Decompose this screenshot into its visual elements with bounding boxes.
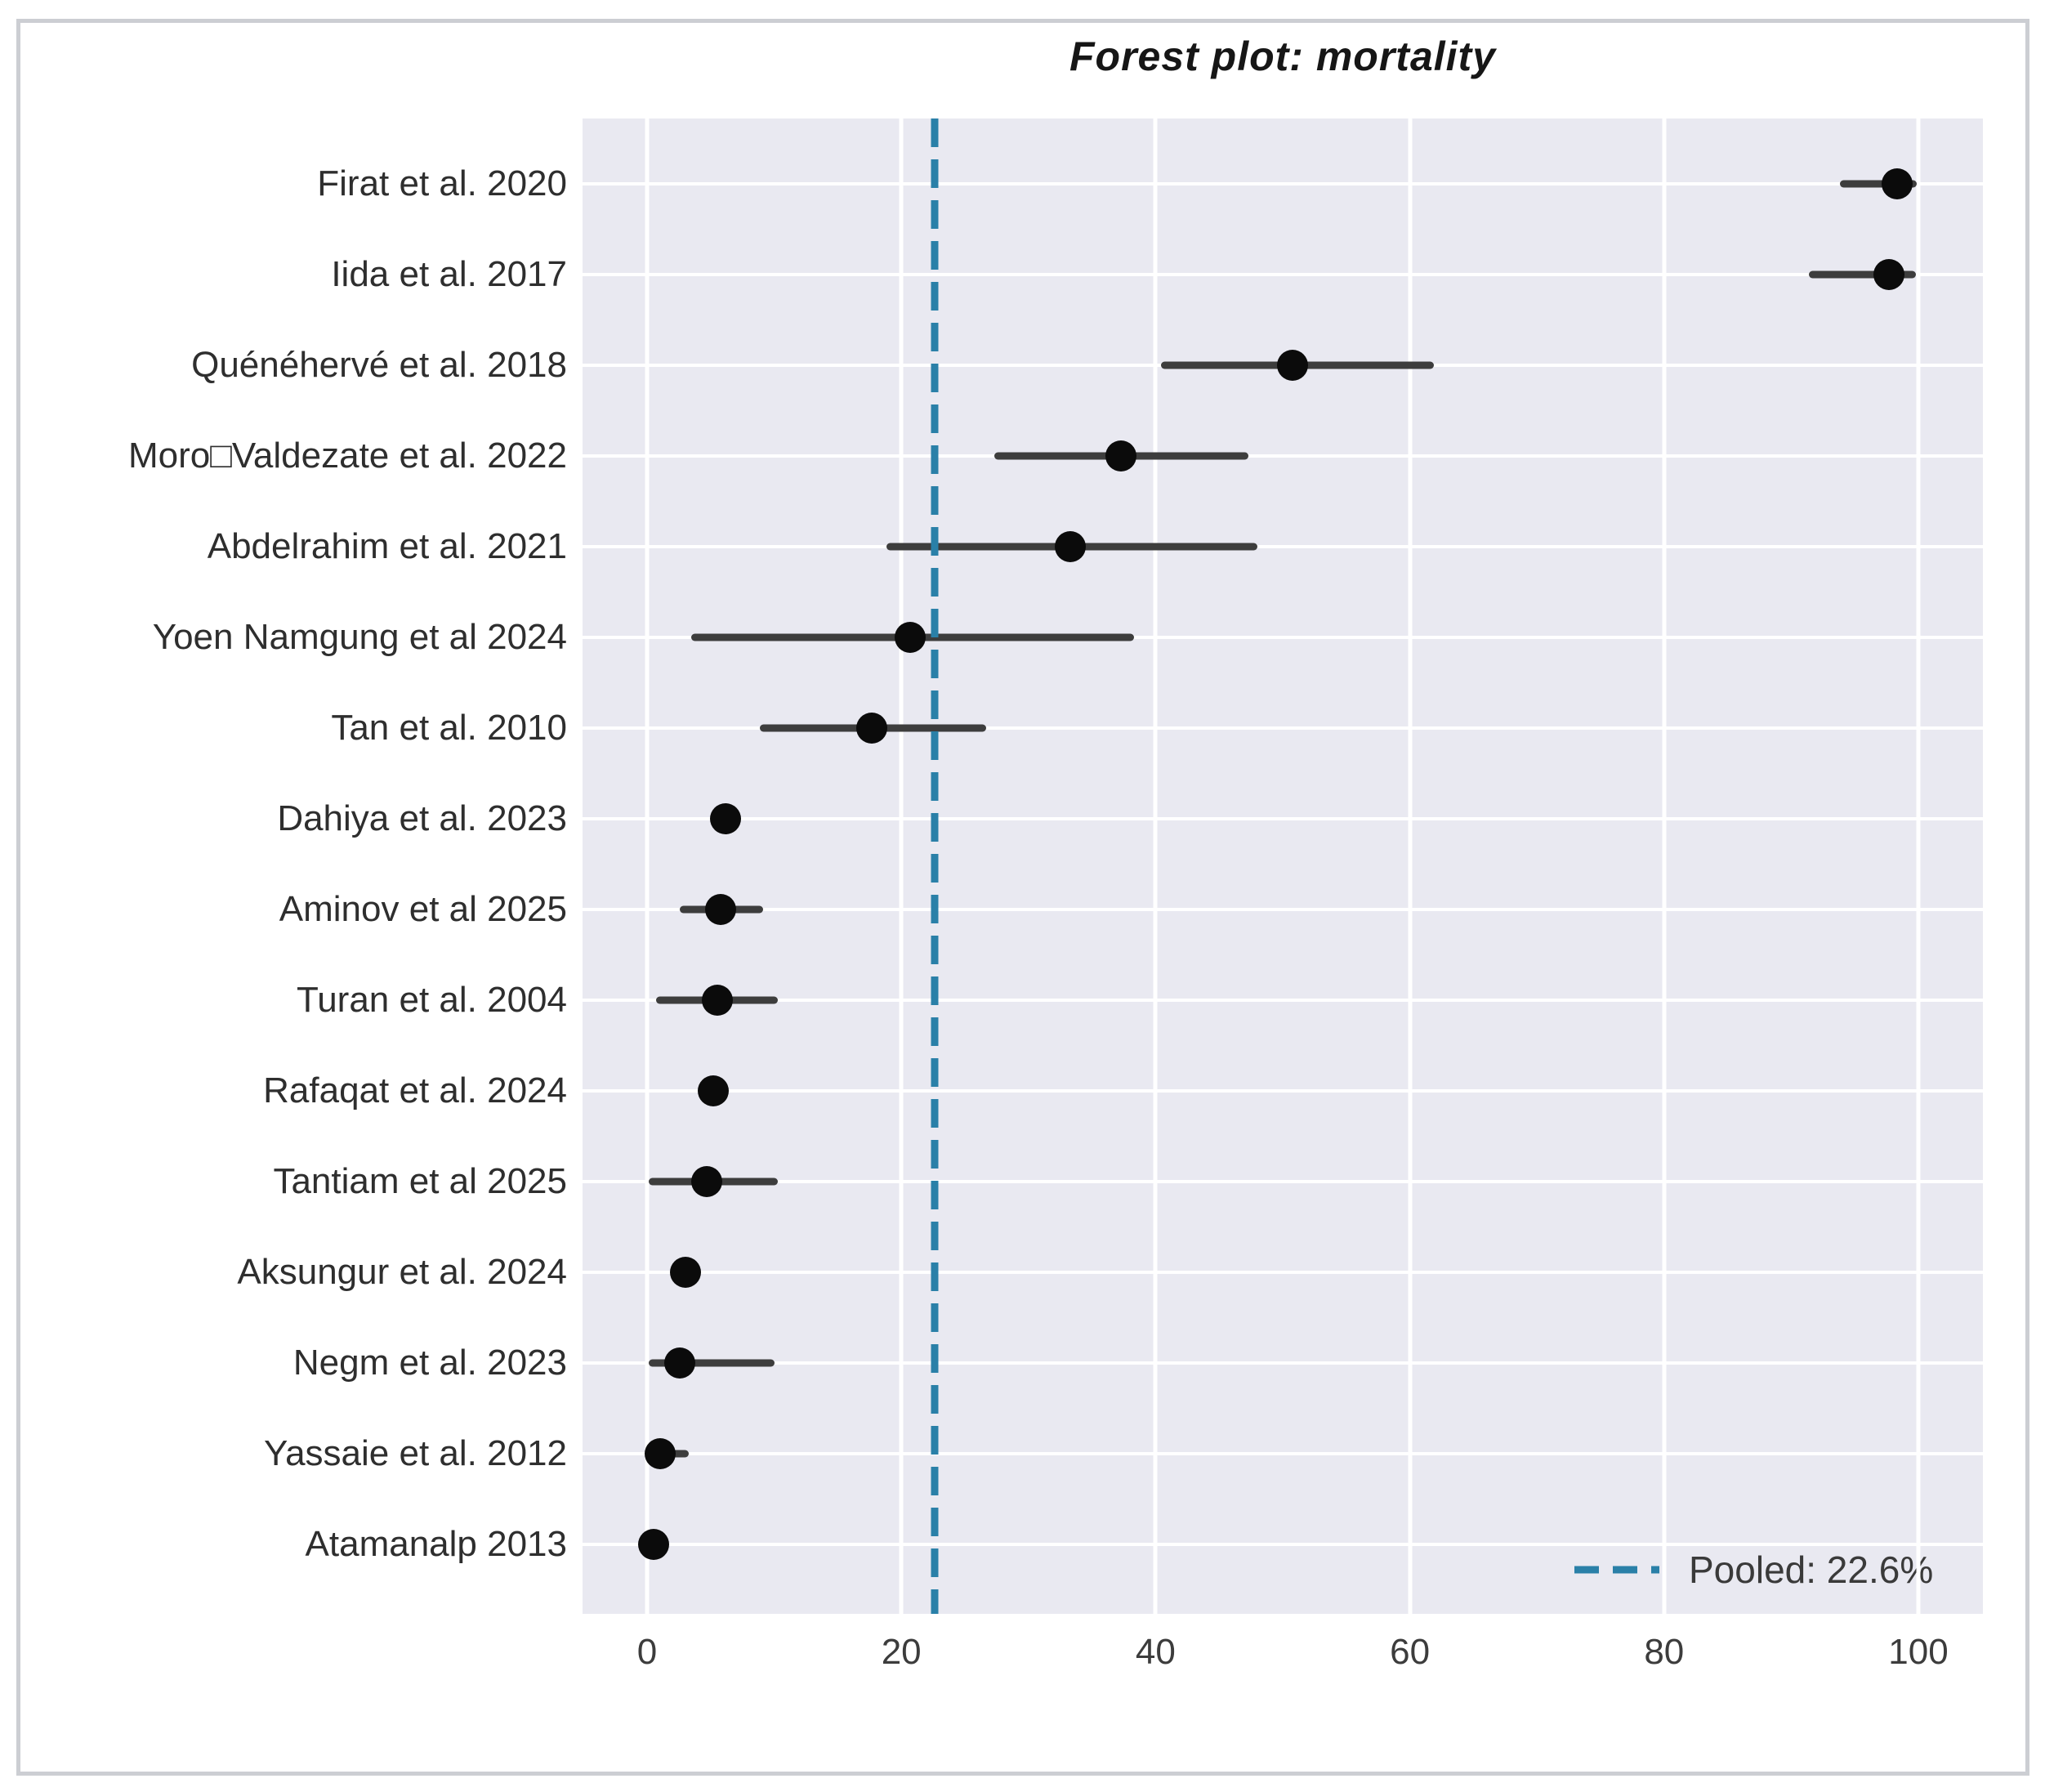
y-gridline	[583, 636, 1983, 639]
study-label: Moro□Valdezate et al. 2022	[128, 436, 567, 476]
study-label: Quénéhervé et al. 2018	[191, 345, 567, 385]
study-point	[664, 1347, 696, 1379]
y-gridline	[583, 999, 1983, 1002]
y-gridline	[583, 545, 1983, 548]
y-gridline	[583, 1361, 1983, 1365]
study-label: Yassaie et al. 2012	[264, 1433, 567, 1473]
study-point	[1277, 350, 1309, 381]
study-label: Yoen Namgung et al 2024	[152, 617, 567, 657]
x-tick-label: 60	[1390, 1632, 1431, 1672]
study-point	[1105, 440, 1137, 471]
y-gridline	[583, 1089, 1983, 1093]
study-point	[669, 1257, 701, 1288]
x-gridline	[1916, 118, 1921, 1614]
y-gridline	[583, 273, 1983, 276]
y-gridline	[583, 1543, 1983, 1546]
x-tick-label: 80	[1644, 1632, 1685, 1672]
x-gridline	[1662, 118, 1667, 1614]
study-label: Iida et al. 2017	[331, 254, 567, 294]
study-label: Aksungur et al. 2024	[237, 1252, 567, 1292]
study-label: Aminov et al 2025	[279, 889, 567, 929]
study-point	[895, 622, 927, 653]
study-label: Turan et al. 2004	[296, 980, 567, 1020]
x-tick-label: 0	[636, 1632, 658, 1672]
y-gridline	[583, 1271, 1983, 1274]
legend-label: Pooled: 22.6%	[1689, 1548, 1934, 1591]
study-point	[705, 894, 737, 925]
y-gridline	[583, 817, 1983, 820]
study-point	[691, 1166, 723, 1197]
y-gridline	[583, 182, 1983, 185]
study-point	[1055, 531, 1087, 562]
legend-line-sample	[1574, 1566, 1659, 1574]
study-label: Tantiam et al 2025	[273, 1161, 567, 1201]
plot-area: Pooled: 22.6%	[583, 118, 1983, 1614]
study-ci-bar	[1809, 270, 1916, 279]
study-label: Firat et al. 2020	[317, 163, 567, 203]
x-gridline	[645, 118, 650, 1614]
study-point	[1873, 259, 1905, 290]
study-label: Tan et al. 2010	[331, 708, 567, 748]
study-point	[1881, 168, 1913, 199]
x-tick-label: 40	[1135, 1632, 1176, 1672]
x-tick-label: 20	[881, 1632, 922, 1672]
study-point	[856, 713, 888, 744]
y-gridline	[583, 454, 1983, 458]
y-gridline	[583, 1180, 1983, 1183]
study-label: Atamanalp 2013	[305, 1524, 567, 1564]
x-gridline	[1153, 118, 1158, 1614]
y-axis-labels: Firat et al. 2020 Iida et al. 2017 Quénéhe…	[0, 0, 572, 1792]
x-tick-label: 100	[1888, 1632, 1949, 1672]
study-label: Abdelrahim et al. 2021	[207, 526, 567, 566]
study-ci-bar	[648, 1359, 775, 1367]
study-ci-bar	[1839, 180, 1918, 188]
x-gridline	[899, 118, 904, 1614]
study-point	[710, 803, 742, 834]
study-point	[644, 1438, 676, 1469]
study-label: Negm et al. 2023	[292, 1343, 567, 1383]
study-label: Dahiya et al. 2023	[277, 798, 567, 838]
pooled-line	[931, 118, 939, 1614]
study-point	[701, 985, 733, 1016]
y-gridline	[583, 1452, 1983, 1455]
chart-title: Forest plot: mortality	[1069, 34, 1497, 79]
y-gridline	[583, 908, 1983, 911]
x-gridline	[1408, 118, 1413, 1614]
y-gridline	[583, 726, 1983, 730]
study-label: Rafaqat et al. 2024	[263, 1070, 567, 1111]
study-point	[637, 1529, 669, 1560]
study-point	[697, 1075, 729, 1106]
